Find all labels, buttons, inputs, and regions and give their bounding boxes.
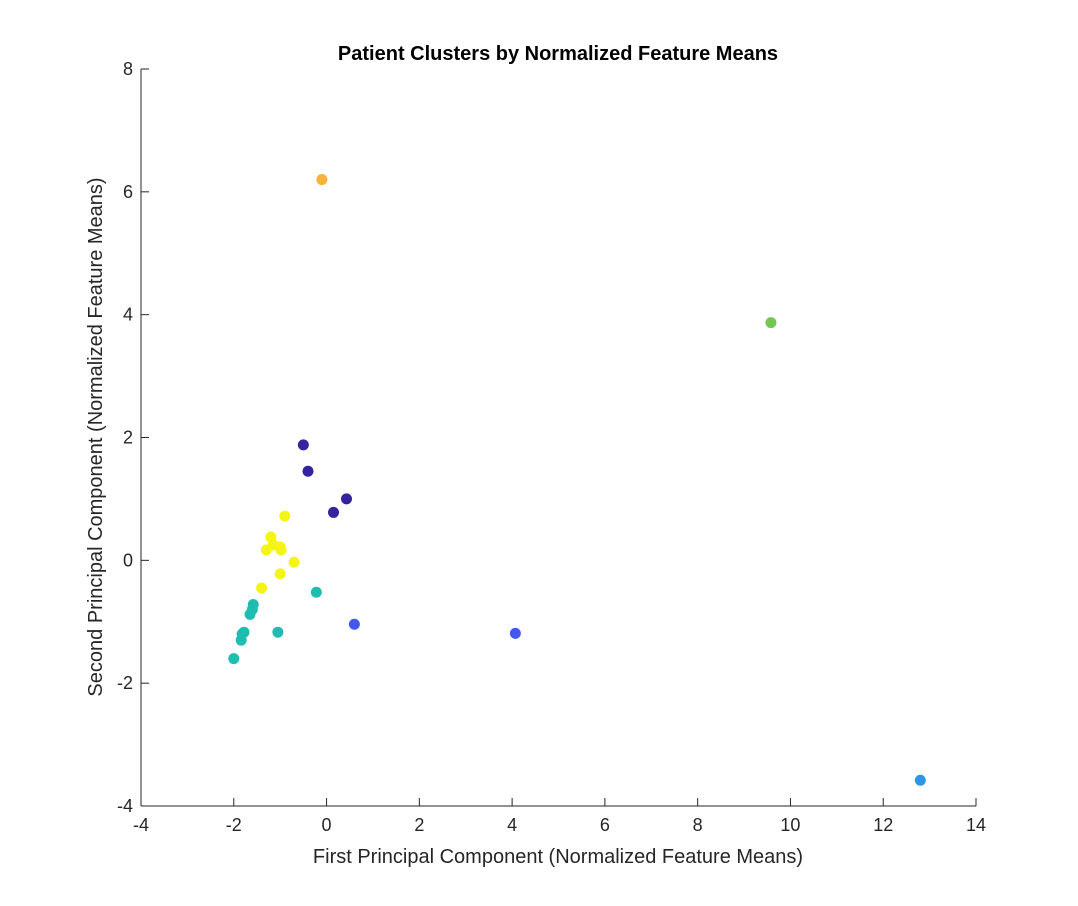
y-ticks: -4 -2 0 2 4 6 8 <box>117 59 149 816</box>
y-axis-label: Second Principal Component (Normalized F… <box>85 177 107 696</box>
x-tick-label: 6 <box>600 815 610 835</box>
scatter-point <box>244 608 256 620</box>
chart-title: Patient Clusters by Normalized Feature M… <box>338 43 778 65</box>
y-tick-label: 8 <box>123 59 133 79</box>
scatter-point <box>272 626 284 638</box>
x-tick-label: 12 <box>873 815 893 835</box>
y-tick-label: 0 <box>123 550 133 570</box>
scatter-point <box>302 465 314 477</box>
x-tick-label: -4 <box>133 815 149 835</box>
x-axis-label: First Principal Component (Normalized Fe… <box>313 846 803 868</box>
scatter-point <box>275 544 287 556</box>
scatter-point <box>288 556 300 568</box>
scatter-point <box>274 568 286 580</box>
scatter-point <box>509 627 521 639</box>
scatter-point <box>279 510 291 522</box>
x-tick-label: 10 <box>780 815 800 835</box>
x-tick-label: -2 <box>226 815 242 835</box>
y-tick-label: -2 <box>117 673 133 693</box>
scatter-point <box>260 544 272 556</box>
scatter-point <box>316 174 328 186</box>
y-tick-label: 4 <box>123 305 133 325</box>
scatter-point <box>235 634 247 646</box>
x-tick-label: 2 <box>414 815 424 835</box>
data-points <box>228 174 926 786</box>
x-ticks: -4 -2 0 2 4 6 8 10 12 14 <box>133 798 986 835</box>
scatter-point <box>256 582 268 594</box>
scatter-point <box>228 653 240 665</box>
scatter-point <box>328 506 340 518</box>
scatter-point <box>914 774 926 786</box>
x-tick-label: 8 <box>693 815 703 835</box>
scatter-point <box>348 618 360 630</box>
y-tick-label: 6 <box>123 182 133 202</box>
x-tick-label: 4 <box>507 815 517 835</box>
axes <box>140 69 976 807</box>
y-tick-label: 2 <box>123 428 133 448</box>
x-tick-label: 0 <box>322 815 332 835</box>
scatter-point <box>297 439 309 451</box>
scatter-point <box>765 317 777 329</box>
x-tick-label: 14 <box>966 815 986 835</box>
scatter-point <box>341 493 353 505</box>
y-tick-label: -4 <box>117 796 133 816</box>
scatter-point <box>310 586 322 598</box>
